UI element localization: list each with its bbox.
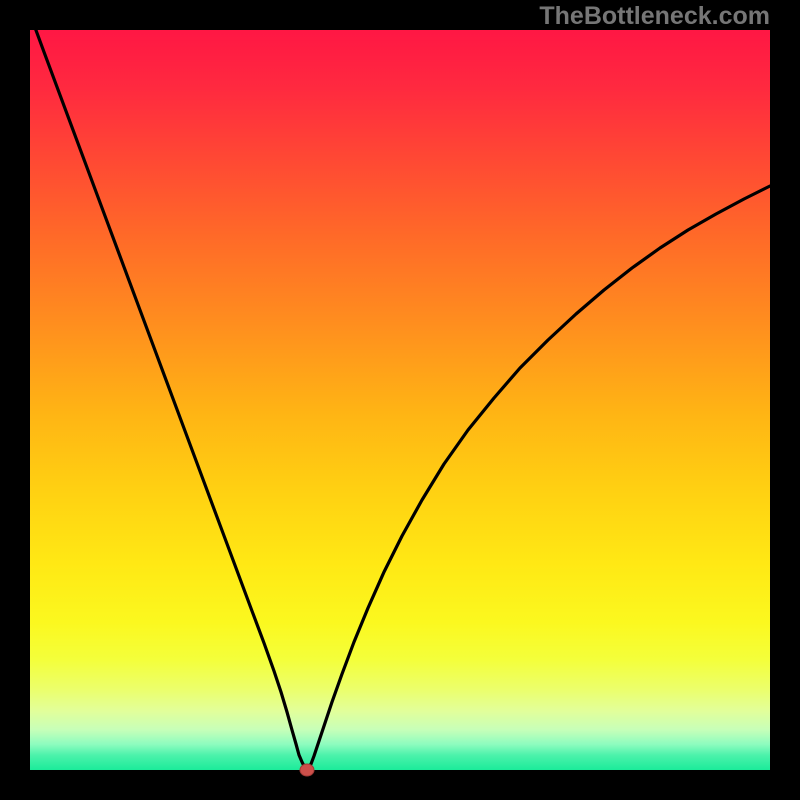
marker-layer (0, 0, 800, 800)
chart-container: TheBottleneck.com (0, 0, 800, 800)
minimum-marker (300, 764, 314, 776)
watermark-text: TheBottleneck.com (539, 2, 770, 31)
